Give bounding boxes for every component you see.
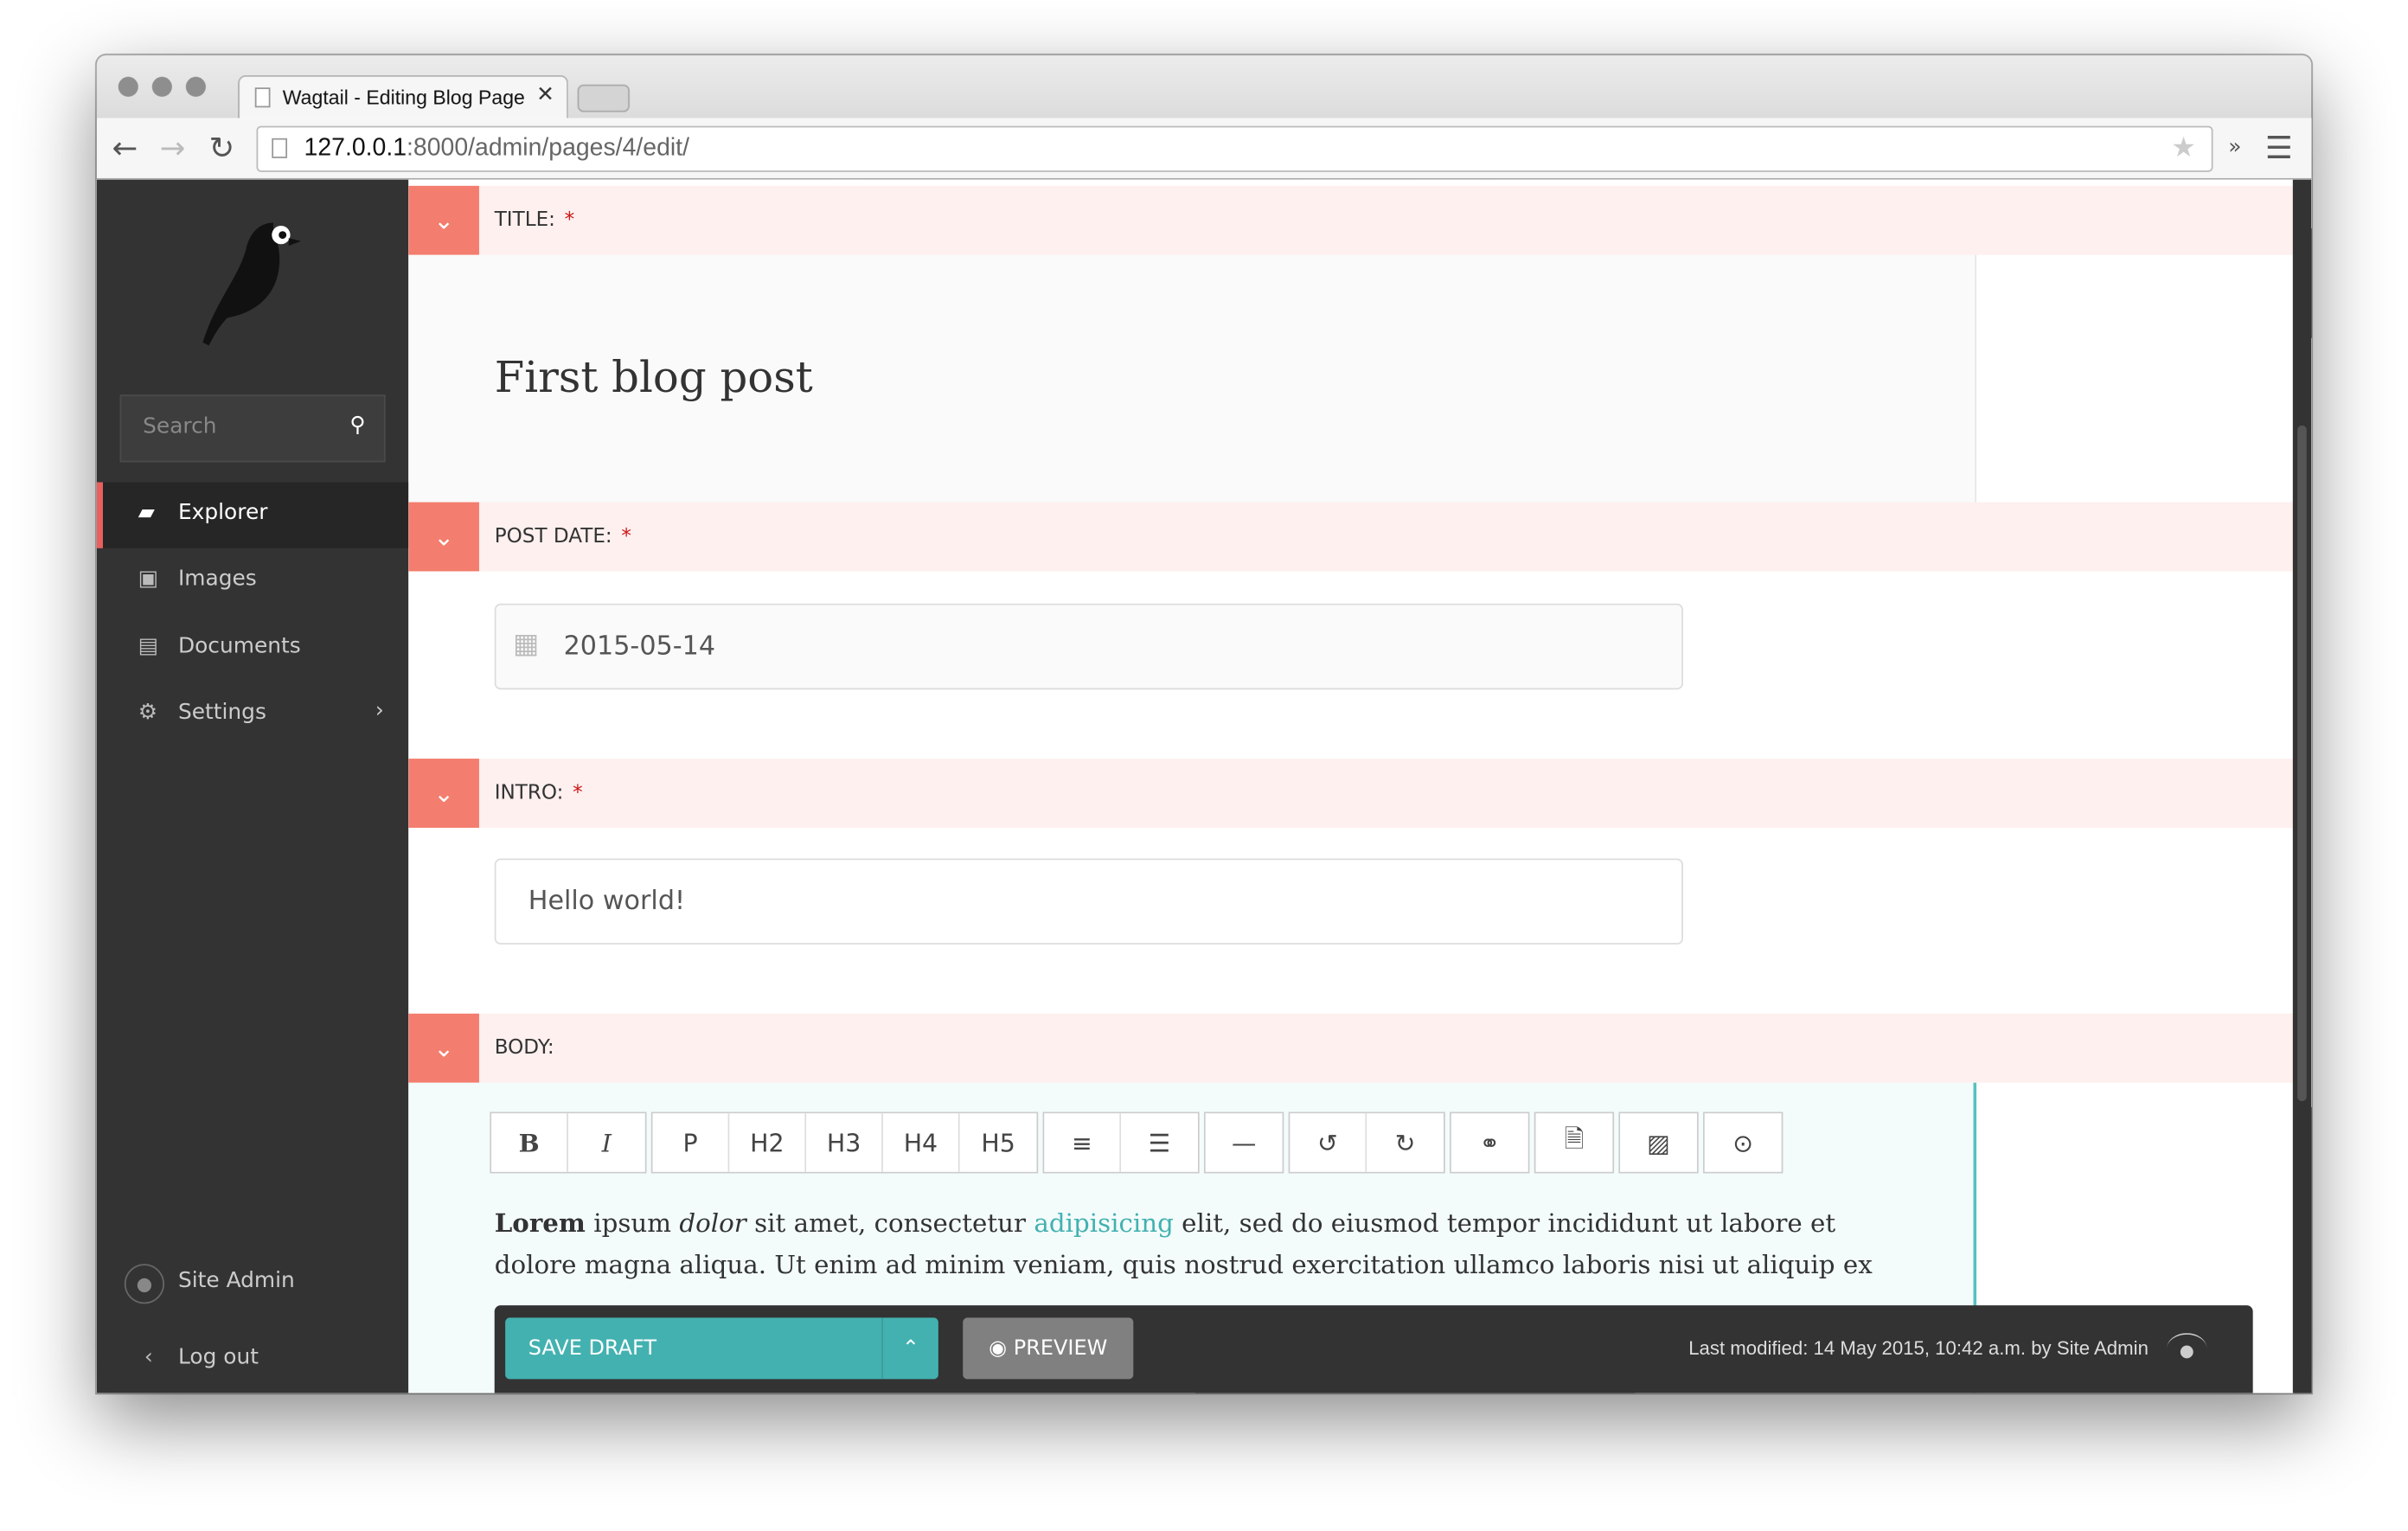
italic-button[interactable]: I — [567, 1113, 645, 1172]
paragraph-button[interactable]: P — [652, 1113, 730, 1172]
page-icon — [272, 138, 288, 158]
preview-button[interactable]: ◉ PREVIEW — [963, 1317, 1134, 1380]
h4-button[interactable]: H4 — [882, 1113, 960, 1172]
unordered-list-icon[interactable]: ☰ — [1121, 1113, 1198, 1172]
close-window-button[interactable] — [118, 76, 138, 97]
chevron-left-icon: ‹ — [144, 1345, 153, 1370]
page-icon — [254, 87, 271, 108]
eye-icon: ◉ — [989, 1336, 1014, 1361]
ordered-list-icon[interactable]: ≡ — [1044, 1113, 1122, 1172]
action-footer: SAVE DRAFT ⌃ ◉ PREVIEW Last modified: 14 … — [494, 1305, 2253, 1393]
url-text: 127.0.0.1:8000/admin/pages/4/edit/ — [304, 135, 689, 162]
logout-link[interactable]: ‹ Log out — [144, 1345, 259, 1370]
sidebar-item-explorer[interactable]: ▰ Explorer — [96, 482, 409, 548]
chevron-up-icon[interactable]: ⌃ — [881, 1317, 938, 1380]
embed-media-icon[interactable]: ⊙ — [1704, 1113, 1782, 1172]
extensions-chevron-icon[interactable]: » — [2228, 135, 2242, 160]
browser-tab[interactable]: Wagtail - Editing Blog Page ✕ — [238, 74, 568, 120]
field-header-title: ⌄ TITLE: * — [408, 185, 2293, 255]
sidebar: Search ⚲ ▰ Explorer ▣ Images ▤ Documents ⚙ S… — [96, 179, 409, 1393]
search-icon[interactable]: ⚲ — [349, 413, 366, 439]
minimize-window-button[interactable] — [151, 76, 172, 97]
body-text[interactable]: Lorem ipsum dolor sit amet, consectetur … — [494, 1208, 1873, 1279]
image-icon: ▣ — [138, 567, 159, 592]
tab-title: Wagtail - Editing Blog Page — [282, 86, 525, 110]
collapse-toggle-icon[interactable]: ⌄ — [408, 185, 479, 255]
folder-open-icon: ▰ — [138, 500, 155, 526]
user-avatar-icon: ● — [2167, 1333, 2207, 1364]
title-input[interactable]: First blog post — [408, 254, 1977, 510]
image-icon[interactable]: ▨ — [1620, 1113, 1697, 1172]
collapse-toggle-icon[interactable]: ⌄ — [408, 1013, 479, 1083]
link-icon[interactable]: ⚭ — [1451, 1113, 1528, 1172]
sidebar-item-images[interactable]: ▣ Images — [138, 567, 257, 592]
field-header-post-date: ⌄ POST DATE: * — [408, 502, 2293, 572]
address-bar[interactable]: 127.0.0.1:8000/admin/pages/4/edit/ ★ — [256, 125, 2213, 172]
document-icon: ▤ — [138, 634, 159, 659]
browser-window: Wagtail - Editing Blog Page ✕ ← → ↻ 127.… — [96, 54, 2312, 1393]
search-placeholder: Search — [143, 414, 217, 439]
sidebar-item-settings[interactable]: ⚙ Settings › — [138, 698, 384, 726]
browser-toolbar: ← → ↻ 127.0.0.1:8000/admin/pages/4/edit/… — [96, 118, 2312, 180]
intro-input[interactable]: Hello world! — [494, 858, 1683, 945]
collapse-toggle-icon[interactable]: ⌄ — [408, 502, 479, 572]
scrollbar[interactable] — [2292, 179, 2312, 1393]
forward-icon[interactable]: → — [159, 129, 186, 166]
wagtail-logo[interactable] — [196, 216, 307, 355]
redo-icon[interactable]: ↻ — [1367, 1113, 1444, 1172]
horizontal-rule-button[interactable]: — — [1205, 1113, 1283, 1172]
bold-button[interactable]: B — [491, 1113, 568, 1172]
avatar: ● — [124, 1264, 164, 1304]
document-icon[interactable]: 🗎 — [1535, 1113, 1613, 1172]
h2-button[interactable]: H2 — [729, 1113, 807, 1172]
account-menu[interactable]: ● Site Admin — [97, 1250, 408, 1316]
h3-button[interactable]: H3 — [806, 1113, 883, 1172]
field-header-body: ⌄ BODY: — [408, 1013, 2293, 1083]
last-modified: Last modified: 14 May 2015, 10:42 a.m. b… — [1688, 1337, 2149, 1360]
collapse-toggle-icon[interactable]: ⌄ — [408, 759, 479, 828]
title-value: First blog post — [494, 351, 813, 403]
scrollbar-thumb[interactable] — [2297, 425, 2307, 1102]
tab-close-icon[interactable]: ✕ — [536, 82, 554, 108]
undo-icon[interactable]: ↺ — [1290, 1113, 1367, 1172]
title-bar: Wagtail - Editing Blog Page ✕ — [96, 54, 2312, 120]
bookmark-star-icon[interactable]: ★ — [2171, 131, 2196, 164]
body-link[interactable]: adipisicing — [1034, 1208, 1174, 1239]
h5-button[interactable]: H5 — [959, 1113, 1037, 1172]
new-tab-button[interactable] — [577, 84, 630, 112]
save-draft-button[interactable]: SAVE DRAFT ⌃ — [505, 1317, 938, 1380]
reload-icon[interactable]: ↻ — [208, 129, 235, 166]
field-header-intro: ⌄ INTRO: * — [408, 759, 2293, 828]
menu-icon[interactable]: ☰ — [2264, 129, 2293, 166]
cogs-icon: ⚙ — [138, 700, 158, 726]
back-icon[interactable]: ← — [112, 129, 138, 166]
editor-main: ⌄ TITLE: * First blog post ⌄ POST DATE: * ▦ 2… — [408, 179, 2293, 1393]
zoom-window-button[interactable] — [185, 76, 206, 97]
calendar-icon: ▦ — [513, 628, 540, 661]
sidebar-item-documents[interactable]: ▤ Documents — [138, 634, 301, 659]
post-date-input[interactable]: ▦ 2015-05-14 — [494, 603, 1683, 690]
search-input[interactable]: Search ⚲ — [119, 394, 386, 463]
chevron-right-icon: › — [375, 698, 384, 724]
